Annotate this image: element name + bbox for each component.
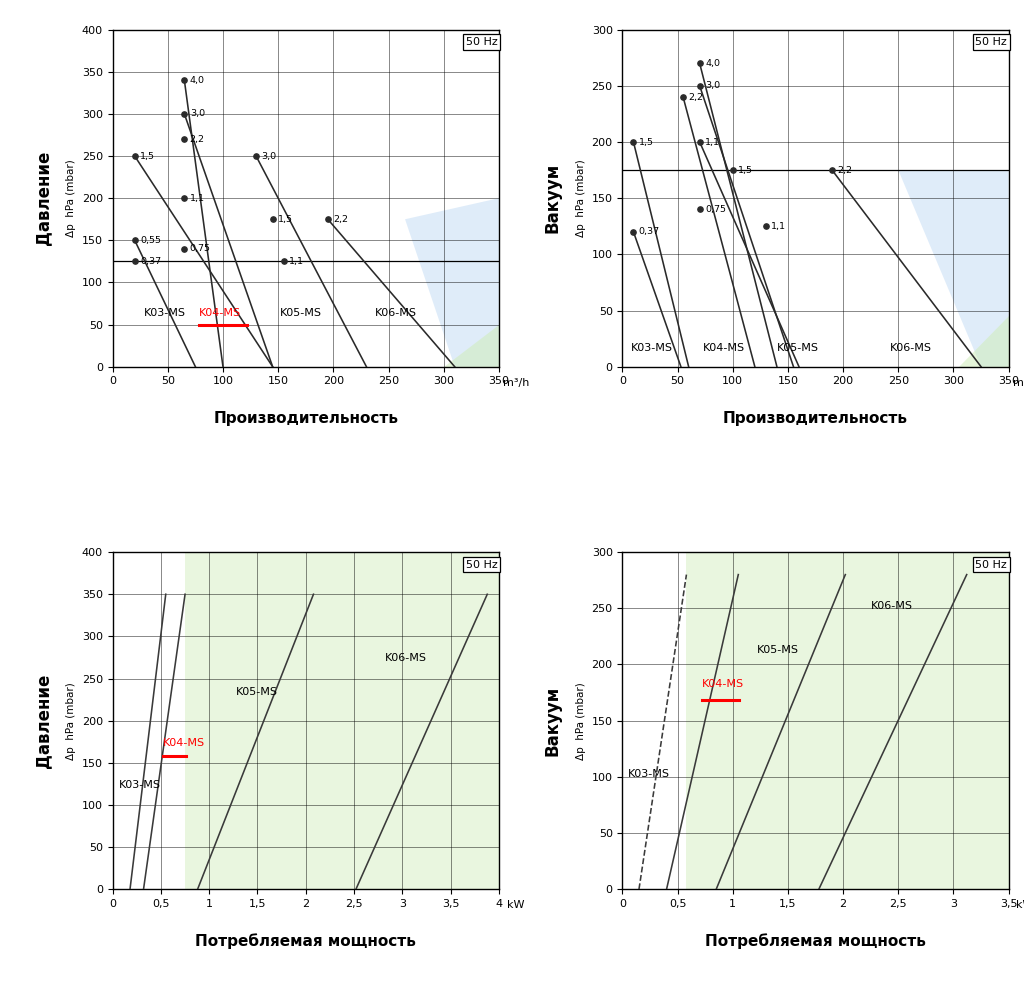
- Text: 3,0: 3,0: [706, 81, 720, 90]
- Text: 50 Hz: 50 Hz: [976, 38, 1008, 47]
- Text: K06-MS: K06-MS: [375, 308, 417, 318]
- Text: 1,1: 1,1: [189, 194, 205, 203]
- Text: K03-MS: K03-MS: [119, 780, 161, 789]
- Text: 1,5: 1,5: [140, 151, 155, 160]
- Text: K05-MS: K05-MS: [757, 645, 799, 655]
- Text: Производительность: Производительность: [213, 411, 398, 426]
- Text: K05-MS: K05-MS: [281, 308, 323, 318]
- Text: Давление: Давление: [34, 674, 52, 768]
- Text: 2,2: 2,2: [333, 214, 348, 223]
- Y-axis label: Δp  hPa (mbar): Δp hPa (mbar): [67, 159, 76, 237]
- Y-axis label: Δp  hPa (mbar): Δp hPa (mbar): [577, 159, 586, 237]
- Text: K04-MS: K04-MS: [163, 738, 205, 748]
- Polygon shape: [686, 552, 1009, 889]
- Text: 2,2: 2,2: [688, 93, 703, 102]
- Text: K06-MS: K06-MS: [890, 343, 932, 354]
- Text: K04-MS: K04-MS: [199, 308, 241, 318]
- Polygon shape: [959, 316, 1009, 367]
- Text: K04-MS: K04-MS: [703, 343, 745, 354]
- Text: K05-MS: K05-MS: [237, 687, 279, 698]
- Text: Давление: Давление: [34, 151, 52, 245]
- Text: kW: kW: [1017, 900, 1024, 910]
- Text: 1,5: 1,5: [279, 214, 293, 223]
- Y-axis label: Δp  hPa (mbar): Δp hPa (mbar): [67, 682, 76, 760]
- Text: 0,55: 0,55: [140, 236, 161, 245]
- Text: 0,75: 0,75: [706, 205, 726, 214]
- Y-axis label: Δp  hPa (mbar): Δp hPa (mbar): [577, 682, 586, 760]
- Text: Потребляемая мощность: Потребляемая мощность: [706, 933, 926, 948]
- Text: K03-MS: K03-MS: [143, 308, 185, 318]
- Text: 0,75: 0,75: [189, 244, 211, 253]
- Text: 4,0: 4,0: [706, 59, 720, 68]
- Polygon shape: [406, 199, 499, 367]
- Text: 4,0: 4,0: [189, 76, 205, 85]
- Text: 1,5: 1,5: [738, 166, 754, 175]
- Polygon shape: [898, 170, 1009, 367]
- Text: 2,2: 2,2: [838, 166, 853, 175]
- Text: K04-MS: K04-MS: [701, 679, 744, 690]
- Text: 50 Hz: 50 Hz: [466, 38, 498, 47]
- Text: Вакуум: Вакуум: [544, 686, 562, 756]
- Text: 1,1: 1,1: [289, 257, 304, 266]
- Text: m³/h: m³/h: [1013, 377, 1024, 388]
- Text: K06-MS: K06-MS: [385, 653, 427, 663]
- Text: 3,0: 3,0: [189, 110, 205, 119]
- Text: 50 Hz: 50 Hz: [976, 559, 1008, 569]
- Text: kW: kW: [507, 900, 524, 910]
- Text: Вакуум: Вакуум: [544, 163, 562, 233]
- Polygon shape: [185, 552, 499, 889]
- Text: 1,5: 1,5: [639, 137, 654, 146]
- Text: 0,37: 0,37: [639, 227, 660, 236]
- Text: K05-MS: K05-MS: [777, 343, 819, 354]
- Text: Потребляемая мощность: Потребляемая мощность: [196, 933, 416, 948]
- Text: 50 Hz: 50 Hz: [466, 559, 498, 569]
- Text: 3,0: 3,0: [261, 151, 276, 160]
- Text: Производительность: Производительность: [723, 411, 908, 426]
- Text: 1,1: 1,1: [771, 221, 786, 231]
- Text: 2,2: 2,2: [189, 134, 205, 143]
- Text: K03-MS: K03-MS: [628, 769, 670, 780]
- Polygon shape: [443, 325, 499, 367]
- Text: m³/h: m³/h: [503, 377, 529, 388]
- Text: 0,37: 0,37: [140, 257, 161, 266]
- Text: K03-MS: K03-MS: [631, 343, 673, 354]
- Text: 1,1: 1,1: [706, 137, 720, 146]
- Text: K06-MS: K06-MS: [870, 601, 912, 611]
